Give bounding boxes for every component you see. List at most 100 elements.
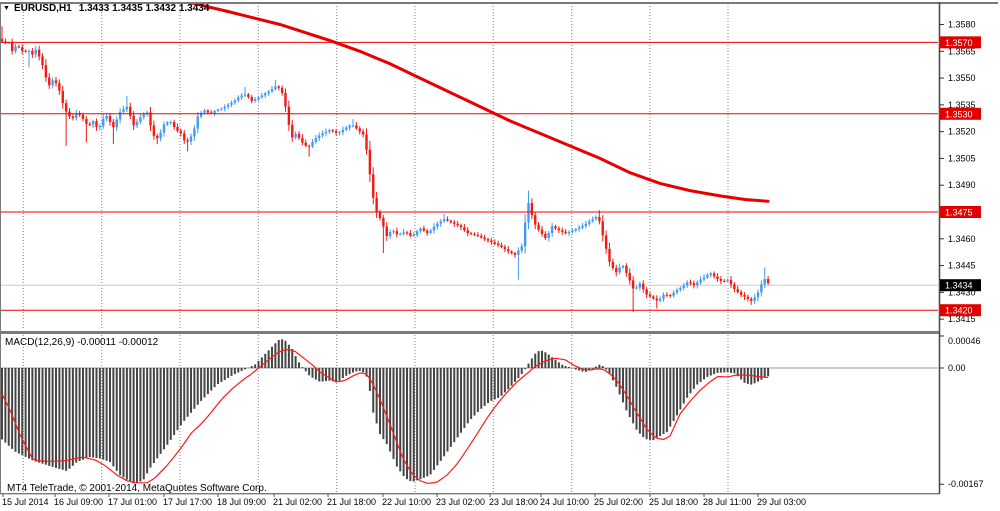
candle-body (253, 99, 257, 101)
candle-body (311, 141, 314, 147)
candle-body (328, 130, 331, 132)
macd-indicator-label: MACD(12,26,9) -0.00011 -0.00012 (5, 337, 158, 348)
candle-body (54, 80, 58, 84)
candle-body (540, 229, 544, 235)
candle-body (625, 265, 628, 273)
macd-histogram[interactable] (1, 339, 770, 484)
macd-signal-line[interactable] (1, 348, 769, 484)
price-axis-label: 1.3445 (948, 261, 976, 271)
moving-average-line[interactable] (160, 0, 770, 203)
candle-body (621, 265, 625, 268)
candle-body (402, 232, 405, 235)
candle-body (577, 227, 581, 230)
candle-body (567, 232, 571, 234)
time-axis-label: 25 Jul 02:00 (594, 497, 643, 507)
candle-body (31, 50, 34, 55)
candle-body (594, 216, 598, 220)
candle-body (631, 280, 635, 289)
candle-body (682, 285, 685, 288)
candle-body (453, 222, 456, 224)
candle-body (608, 248, 611, 262)
candle-body (291, 124, 294, 138)
candle-body (456, 223, 459, 226)
candle-body (672, 292, 675, 296)
candle-body (530, 203, 534, 216)
candle-body (544, 234, 547, 239)
level-price-badge-text: 1.3475 (945, 208, 973, 218)
candle-body (284, 92, 287, 107)
candle-body (550, 226, 554, 234)
candle-body (554, 226, 557, 229)
macd-axis[interactable]: 0.00046 0.00 -0.00167 (939, 335, 984, 489)
candle-body (220, 108, 223, 110)
candle-body (166, 122, 169, 125)
candle-body (51, 80, 54, 86)
candle-body (699, 279, 702, 283)
candle-body (490, 240, 493, 243)
candle-body (476, 234, 480, 237)
candle-body (534, 215, 537, 225)
candle-body (142, 114, 145, 118)
candle-body (196, 116, 199, 129)
candle-body (324, 131, 328, 134)
candle-body (642, 283, 645, 290)
candle-body (648, 294, 652, 297)
candle-body (135, 121, 139, 126)
candle-body (733, 284, 736, 290)
candle-body (365, 134, 368, 150)
candle-body (635, 287, 638, 289)
candle-body (665, 294, 669, 296)
macd-axis-label: -0.00167 (948, 479, 984, 489)
candle-body (655, 298, 658, 301)
candle-body (132, 115, 135, 126)
level-lines[interactable] (0, 41, 938, 311)
current-price-badge (940, 279, 981, 292)
candle-body (307, 145, 311, 147)
candle-body (21, 47, 24, 51)
candle-body (662, 294, 665, 299)
candle-body (571, 230, 574, 233)
candle-body (172, 122, 176, 128)
candle-body (247, 94, 250, 97)
candle-body (240, 95, 243, 98)
candle-body (368, 149, 372, 175)
candle-body (318, 135, 321, 139)
candle-body (753, 297, 756, 301)
price-axis-label: 1.3535 (948, 100, 976, 110)
candle-body (392, 231, 395, 233)
candle-body (176, 127, 179, 131)
candle-body (750, 298, 753, 301)
candle-body (645, 289, 648, 295)
candle-body (588, 221, 591, 224)
time-axis-label: 15 Jul 2014 (2, 497, 49, 507)
candle-body (274, 86, 277, 90)
candle-body (692, 283, 696, 286)
candle-body (88, 123, 91, 125)
candle-body (736, 289, 739, 293)
macd-name: MACD(12,26,9) (5, 337, 75, 348)
candle-body (129, 106, 132, 116)
candle-body (685, 282, 689, 286)
candle-body (729, 279, 733, 285)
candle-body (719, 278, 723, 281)
level-price-badge (940, 36, 981, 49)
candle-body (243, 94, 247, 96)
candle-body (105, 115, 108, 119)
candle-body (675, 289, 679, 293)
symbol-dropdown-icon[interactable]: ▼ (3, 5, 10, 12)
candles[interactable] (0, 26, 770, 312)
pane-frames (0, 2, 998, 495)
candle-body (199, 112, 203, 117)
candle-body (486, 239, 490, 241)
candle-body (169, 122, 172, 124)
candle-body (557, 228, 561, 231)
candle-body (277, 86, 280, 88)
candle-body (223, 106, 226, 109)
current-price-badge-text: 1.3434 (945, 281, 973, 291)
time-axis[interactable]: 15 Jul 2014 16 Jul 09:00 17 Jul 01:00 17 Ju… (2, 494, 806, 507)
time-axis-label: 28 Jul 11:00 (703, 497, 751, 507)
level-price-badge (940, 304, 981, 317)
price-axis[interactable]: 1.3580 1.3565 1.3550 1.3535 1.3520 1.3505 1.34… (939, 20, 981, 325)
candle-body (628, 272, 631, 281)
